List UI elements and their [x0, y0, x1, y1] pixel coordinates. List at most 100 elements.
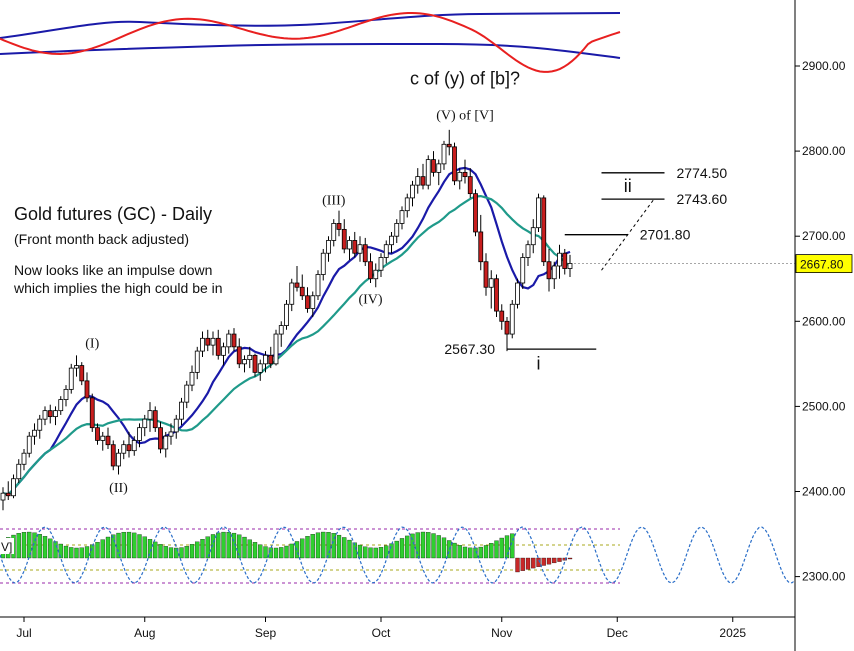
candle-body: [163, 435, 169, 450]
histogram-bar: [331, 533, 336, 559]
panel-label: V]: [1, 540, 12, 554]
histogram-bar: [321, 531, 326, 559]
candle-body: [452, 146, 457, 182]
histogram-bar: [32, 532, 37, 559]
x-tick-label: Nov: [491, 626, 512, 640]
candle-body: [383, 244, 389, 258]
wave-label: ii: [624, 176, 632, 196]
histogram-bar: [58, 543, 63, 559]
histogram-bar: [552, 557, 557, 564]
candle-body: [147, 410, 153, 420]
candle-body: [536, 197, 541, 229]
histogram-bar: [420, 531, 426, 559]
candle-body: [184, 384, 190, 403]
candle-body: [74, 365, 79, 369]
candle-body: [310, 295, 316, 309]
candle-body: [263, 354, 268, 365]
histogram-bar: [494, 540, 499, 559]
histogram-bar: [237, 534, 242, 559]
x-tick-label: 2025: [719, 626, 746, 640]
candle-body: [331, 223, 337, 241]
histogram-bar: [389, 543, 394, 559]
candle-body: [462, 171, 468, 178]
candle-body: [441, 143, 447, 165]
candle-body: [252, 354, 258, 373]
candle-body: [284, 303, 289, 326]
histogram-bar: [53, 541, 58, 559]
candle-body: [399, 210, 405, 224]
candle-body: [84, 380, 90, 399]
histogram-bar: [478, 546, 483, 559]
candle-body: [215, 337, 221, 356]
note-line-2: which implies the high could be in: [13, 280, 223, 296]
candle-body: [89, 397, 95, 429]
histogram-bar: [525, 557, 531, 570]
histogram-bar: [153, 541, 158, 559]
histogram-bar: [567, 557, 573, 560]
candle-body: [525, 244, 531, 258]
histogram-bar: [252, 542, 258, 559]
candle-body: [336, 223, 342, 230]
candle-body: [509, 303, 515, 335]
histogram-bar: [384, 545, 389, 559]
candle-body: [541, 197, 547, 263]
histogram-bar: [74, 547, 79, 559]
level-label: 2743.60: [677, 191, 728, 207]
candle-body: [95, 427, 100, 441]
histogram-bar: [410, 533, 415, 559]
histogram-bar: [126, 531, 132, 559]
histogram-bar: [305, 536, 310, 559]
histogram-bar: [195, 541, 200, 559]
lower-band: [0, 42, 621, 59]
candle-body: [394, 223, 400, 237]
histogram-bar: [79, 547, 84, 559]
candle-body: [0, 492, 6, 501]
y-tick-label: 2700.00: [802, 229, 846, 243]
histogram-bar: [279, 547, 284, 559]
wave-label: (IV): [358, 292, 382, 307]
histogram-bar: [242, 536, 247, 559]
histogram-bar: [468, 547, 473, 559]
candle-body: [562, 252, 568, 269]
panel-label-bg: [0, 538, 14, 554]
histogram-bar: [315, 532, 321, 559]
y-tick-label: 2300.00: [802, 570, 846, 584]
candle-body: [378, 257, 384, 271]
histogram-bar: [247, 539, 252, 559]
candle-body: [131, 440, 137, 452]
histogram-panel: V]: [0, 526, 796, 584]
histogram-bar: [258, 544, 263, 559]
histogram-bar: [100, 539, 105, 559]
histogram-bar: [520, 557, 525, 571]
wave-label: (III): [322, 194, 346, 209]
level-label: 2567.30: [444, 341, 495, 357]
candle-body: [26, 435, 32, 454]
candle-body: [11, 478, 16, 497]
histogram-bar: [378, 547, 384, 559]
histogram-bar: [531, 557, 536, 569]
projection-line: [601, 198, 655, 271]
histogram-bar: [90, 544, 95, 559]
histogram-bar: [21, 532, 27, 559]
candle-body: [152, 410, 158, 429]
candle-body: [231, 333, 237, 348]
candle-body: [478, 231, 484, 263]
histogram-bar: [431, 533, 436, 559]
histogram-bar: [489, 543, 494, 559]
candle-body: [32, 429, 37, 437]
candle-body: [368, 261, 373, 280]
candle-body: [63, 388, 69, 400]
histogram-bar: [536, 557, 541, 567]
histogram-bar: [541, 557, 546, 566]
histogram-bar: [168, 547, 174, 559]
candle-body: [415, 176, 421, 186]
oscillator-line: [0, 12, 621, 73]
histogram-bar: [48, 538, 53, 559]
histogram-bar: [426, 532, 431, 559]
histogram-bar: [132, 532, 137, 559]
histogram-bar: [394, 540, 399, 559]
candle-body: [58, 399, 64, 412]
candle-body: [189, 371, 195, 386]
candle-body: [205, 337, 211, 346]
candle-body: [373, 269, 379, 280]
